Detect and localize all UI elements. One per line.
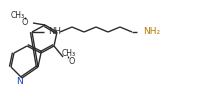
Text: O: O	[22, 18, 28, 26]
Text: CH₃: CH₃	[11, 11, 25, 19]
Text: NH: NH	[48, 27, 61, 36]
Text: CH₃: CH₃	[62, 49, 76, 57]
Text: O: O	[69, 57, 75, 66]
Text: NH₂: NH₂	[143, 27, 160, 36]
Text: N: N	[17, 77, 23, 85]
